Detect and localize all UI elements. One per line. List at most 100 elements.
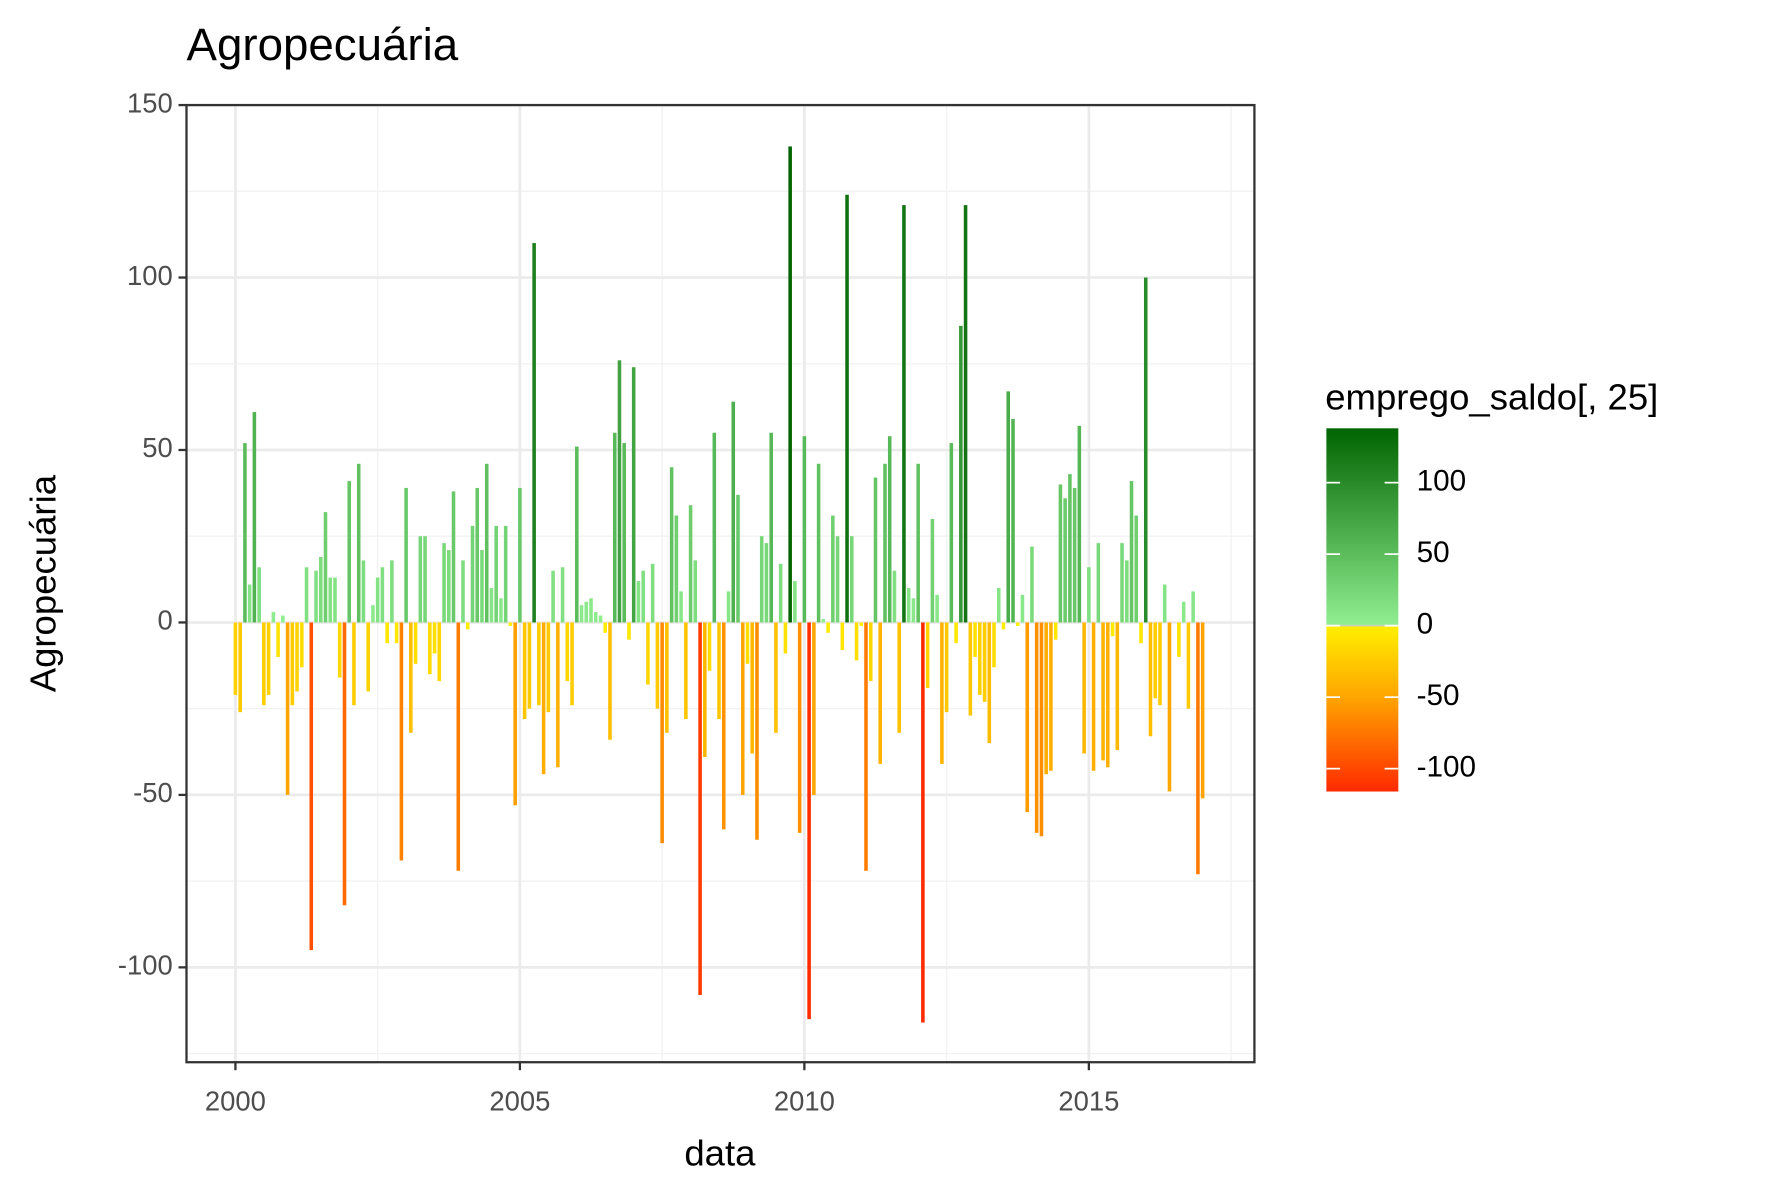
bar [337,622,342,678]
bar [314,570,318,623]
bar [356,463,361,623]
bar [978,622,982,695]
bar [432,622,437,654]
bar [518,487,522,623]
bar [674,515,679,623]
bar [1096,543,1101,623]
bar [513,622,517,806]
bar [503,525,508,623]
bar [541,622,546,775]
bar [257,567,261,623]
bar [1101,622,1105,761]
bar [873,477,878,623]
bar [911,598,916,623]
bar [1158,622,1162,706]
bar [608,622,612,740]
bar [1196,622,1200,875]
bar [641,570,645,623]
bar [982,622,987,702]
bar [897,622,902,733]
bar [755,622,759,840]
bar [1077,425,1082,623]
bar [413,622,418,664]
bar [546,622,551,713]
chart-title: Agropecuária [186,19,458,70]
bar [451,491,456,623]
bar [1039,622,1044,837]
bar [489,587,494,623]
bar [532,243,536,623]
bar [318,556,323,623]
bar [1148,622,1153,737]
bar [247,584,252,623]
bar [1006,391,1011,623]
bar [669,467,674,623]
bar [845,194,849,623]
bar [375,577,380,623]
legend-tick-label: 0 [1417,607,1434,640]
legend-tick-label: -100 [1417,750,1476,783]
bar [840,622,845,651]
bar [655,622,660,709]
bar [868,622,873,682]
bar [740,622,745,795]
bar [366,622,370,692]
bar [428,622,432,675]
bar [826,622,830,633]
bar [409,622,413,733]
bar [963,205,968,623]
bar [304,567,309,623]
bar [238,622,242,713]
bar [371,605,375,623]
bar [1011,418,1015,623]
bar [816,463,821,623]
bar [992,622,996,668]
bar [560,567,565,623]
bar [793,581,797,623]
x-tick-label: 2000 [205,1086,266,1117]
bar [849,536,854,623]
bar [1025,622,1030,813]
bar [1063,498,1067,623]
bar [456,622,461,871]
bar [290,622,295,706]
bar [522,622,527,720]
bar [442,543,446,623]
bar [906,587,911,623]
bar [390,560,394,623]
bar [1115,622,1120,751]
bar [949,443,954,623]
legend-tick-label: 50 [1417,536,1450,569]
bar [636,581,641,623]
bar [323,512,328,623]
bar [1001,622,1006,630]
bar [764,543,769,623]
colorbar [1326,428,1399,792]
bar [646,622,650,685]
bar [921,622,925,1023]
bar [309,622,314,951]
bar [603,622,608,633]
bar [878,622,882,764]
bar [461,560,465,623]
bar [944,622,949,713]
y-axis-label: Agropecuária [23,474,64,692]
bar [380,567,385,623]
bar [935,594,939,623]
bar [769,432,773,623]
bar [1181,601,1186,623]
bar [797,622,802,833]
bar [1058,484,1063,623]
bar [399,622,404,861]
bar [835,536,840,623]
bar [1020,594,1025,623]
bar [1049,622,1053,771]
bar [233,622,238,695]
plot-background [186,105,1255,1063]
bar [925,622,930,688]
bar [285,622,290,795]
bar [1053,622,1058,640]
bar [1082,622,1086,754]
bar [726,591,731,623]
bar [1191,591,1195,623]
